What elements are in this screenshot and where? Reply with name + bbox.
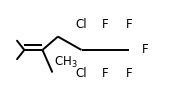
Text: F: F	[102, 19, 109, 32]
Text: F: F	[125, 67, 132, 80]
Text: F: F	[125, 19, 132, 32]
Text: F: F	[141, 43, 148, 56]
Text: Cl: Cl	[76, 67, 87, 80]
Text: F: F	[102, 67, 109, 80]
Text: Cl: Cl	[76, 19, 87, 32]
Text: CH$_3$: CH$_3$	[54, 55, 78, 71]
